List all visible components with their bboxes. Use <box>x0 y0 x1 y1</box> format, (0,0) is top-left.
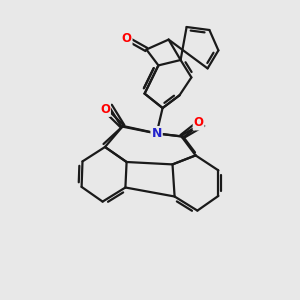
Text: O: O <box>100 103 110 116</box>
Text: O: O <box>194 116 204 130</box>
Text: O: O <box>122 32 132 45</box>
Text: N: N <box>152 127 162 140</box>
